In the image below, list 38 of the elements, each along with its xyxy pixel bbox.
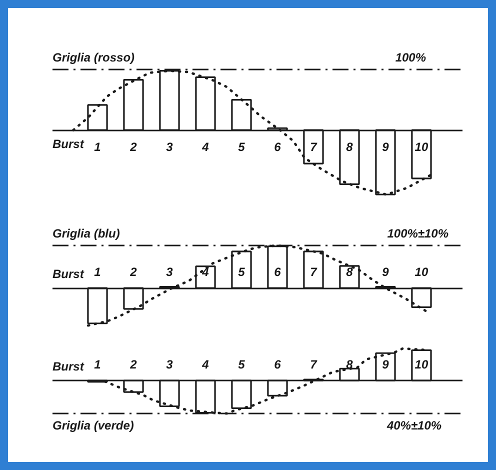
annotation: 100% [395,50,426,64]
x-tick-label: 3 [166,265,174,280]
x-tick-label: 2 [129,140,138,154]
x-tick-label: 9 [382,140,390,154]
x-tick-label: 4 [201,358,210,372]
x-axis-title: Burst [52,267,85,282]
annotation: 100%±10% [387,226,449,240]
x-tick-label: 10 [414,140,428,154]
x-axis-title: Burst [52,137,85,152]
x-tick-label: 6 [274,265,282,280]
x-tick-label: 3 [166,140,174,154]
x-tick-label: 10 [414,265,428,280]
x-tick-label: 6 [274,358,282,372]
x-tick-label: 3 [166,358,174,372]
x-tick-label: 4 [201,140,210,154]
ref-line-label: Griglia (blu) [52,226,120,240]
x-tick-label: 2 [129,358,138,372]
x-tick-label: 2 [129,265,138,280]
x-tick-label: 7 [310,140,318,154]
x-tick-label: 1 [94,265,102,280]
x-tick-label: 9 [382,265,390,280]
x-tick-label: 4 [201,265,210,280]
x-tick-label: 5 [238,265,246,280]
x-tick-label: 8 [346,265,354,280]
x-tick-label: 7 [310,358,318,372]
x-tick-label: 10 [414,358,428,372]
x-axis-title: Burst [52,360,85,374]
x-tick-label: 1 [94,358,102,372]
x-tick-label: 9 [382,358,390,372]
x-tick-label: 5 [238,140,246,154]
x-tick-label: 6 [274,140,282,154]
x-tick-label: 5 [238,358,246,372]
ref-line-label: Griglia (verde) [52,418,134,432]
x-tick-label: 7 [310,265,318,280]
x-tick-label: 8 [346,140,354,154]
x-tick-label: 1 [94,140,102,154]
ref-line-label: Griglia (rosso) [52,50,135,64]
annotation: 40%±10% [386,418,442,432]
